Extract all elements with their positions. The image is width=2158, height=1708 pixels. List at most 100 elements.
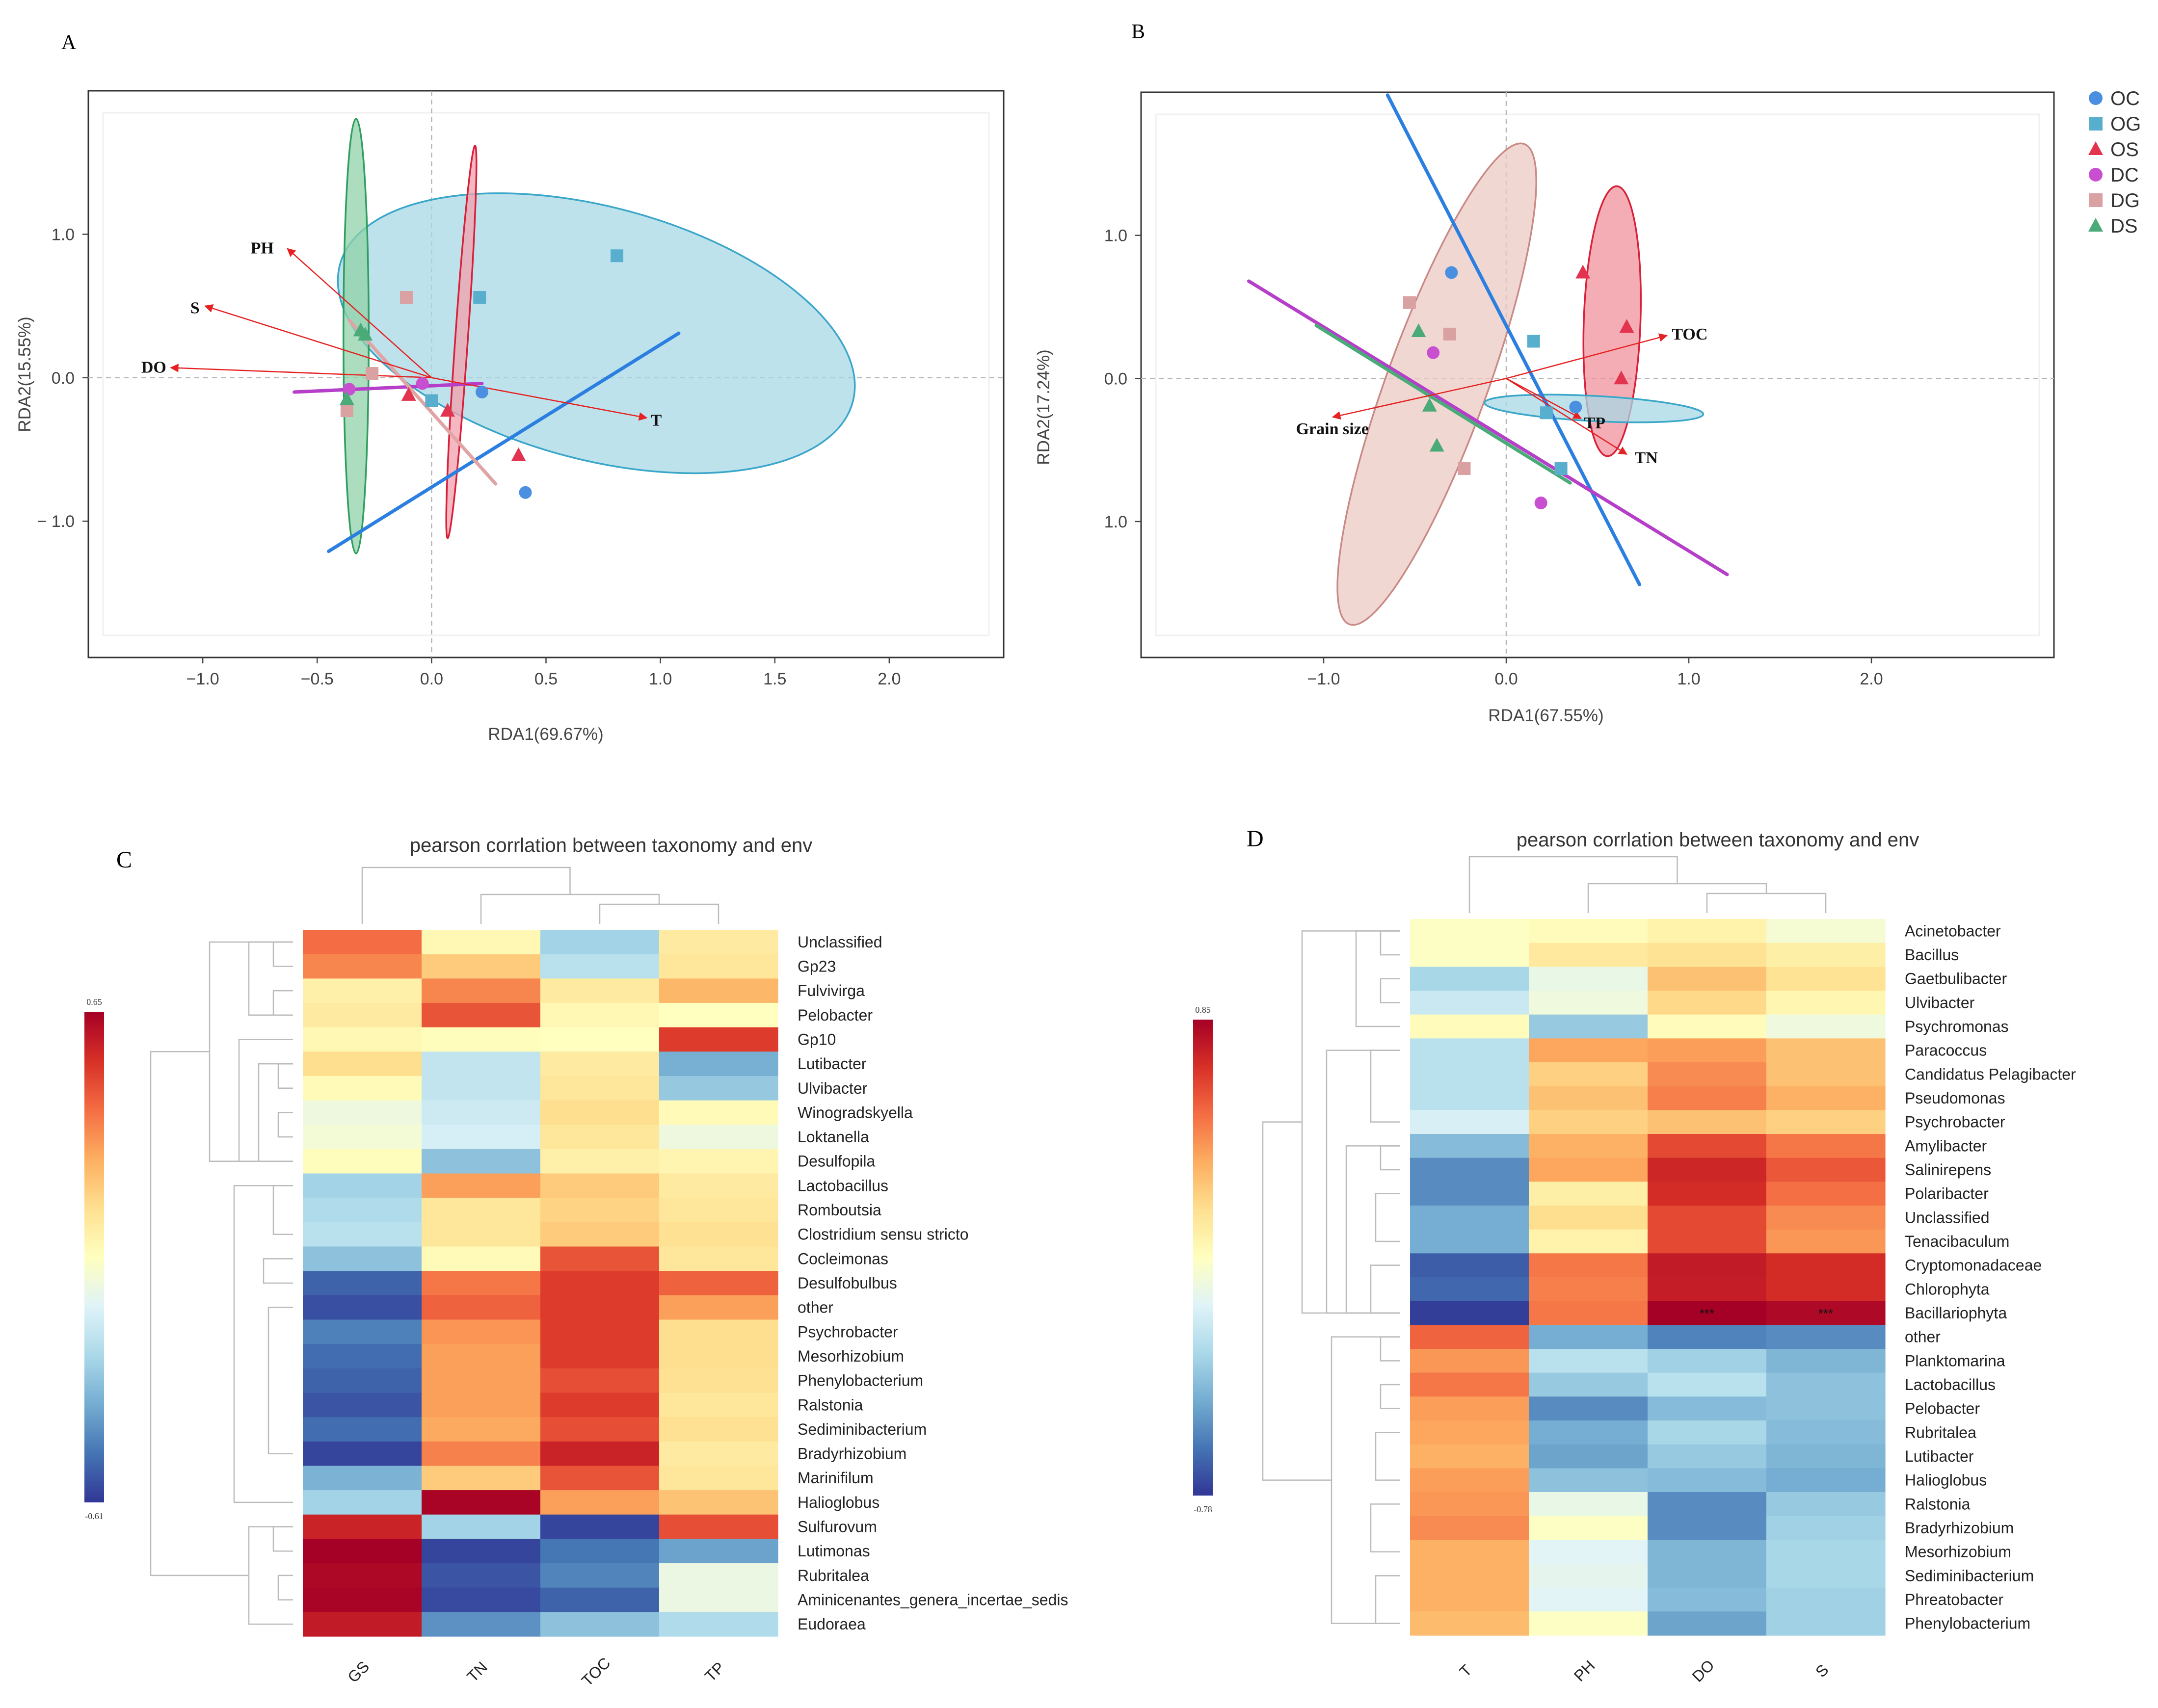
heatmap-cell: [1410, 1157, 1529, 1182]
data-point-os: [1575, 264, 1591, 279]
data-point-og: [425, 394, 438, 407]
heatmap-cell: [422, 1344, 541, 1369]
heatmap-row-label: Paracoccus: [1905, 1042, 1987, 1059]
legend-label: DS: [2110, 215, 2138, 237]
x-tick-label: 0.0: [1494, 670, 1518, 688]
data-point-og: [473, 291, 486, 304]
data-point-oc: [519, 486, 532, 499]
heatmap-cell: [1529, 1206, 1648, 1230]
x-tick-label: −0.5: [301, 670, 334, 688]
data-point-ds: [1422, 397, 1437, 412]
heatmap-cell: [1529, 1157, 1648, 1182]
row-dendrogram-branch: [267, 1307, 293, 1454]
colorbar-max-label: 0.65: [86, 997, 102, 1007]
heatmap-row-label: Cryptomonadaceae: [1905, 1257, 2042, 1274]
heatmap-cell: [1766, 1301, 1886, 1325]
heatmap-cell: [1410, 1444, 1529, 1469]
heatmap-row-label: Fulvivirga: [798, 982, 865, 999]
heatmap-cell: [1766, 1468, 1886, 1493]
y-tick-label: 1.0: [1104, 513, 1127, 531]
heatmap-cell: [1529, 1253, 1648, 1278]
heatmap-cell: [422, 1490, 541, 1515]
heatmap-row-label: Halioglobus: [798, 1494, 879, 1511]
env-arrow-t: [431, 377, 648, 421]
confidence-line-oc: [1385, 93, 1642, 586]
heatmap-cell: [540, 1344, 660, 1369]
legend-label: DC: [2110, 164, 2139, 186]
data-point-dc: [1427, 346, 1440, 359]
heatmap-cell: [422, 1368, 541, 1393]
heatmap-cell: [1648, 1038, 1767, 1063]
heatmap-cell: [303, 1222, 422, 1247]
data-point-oc: [1445, 266, 1458, 279]
row-dendrogram-branch: [277, 1575, 293, 1601]
heatmap-cell: [1529, 1229, 1648, 1254]
heatmap-cell: [659, 1002, 778, 1028]
colorbar: [84, 1012, 104, 1502]
column-dendrogram-branch: [1587, 883, 1767, 913]
heatmap-cell: [422, 1514, 541, 1539]
confidence-ellipse-os: [445, 144, 478, 539]
heatmap-cell: [1410, 991, 1529, 1015]
heatmap-cell: [1529, 1564, 1648, 1588]
x-tick-label: −1.0: [186, 670, 219, 688]
row-dendrogram-branch: [1370, 1503, 1400, 1552]
legend-label: OC: [2110, 88, 2140, 109]
heatmap-cell: [540, 1393, 660, 1418]
env-arrow-ph: [287, 248, 432, 378]
heatmap-col-label: PH: [1571, 1657, 1599, 1685]
heatmap-cell: [659, 1271, 778, 1296]
legend: OC OG OS DC DG DS: [2088, 88, 2141, 237]
heatmap-cell: [303, 1441, 422, 1467]
heatmap-cell: [1529, 1349, 1648, 1373]
heatmap-cell: [1766, 1277, 1886, 1302]
heatmap-cell: [303, 1587, 422, 1612]
heatmap-cell: [1766, 1444, 1886, 1469]
heatmap-cell: [303, 1393, 422, 1418]
heatmap-row-label: Ulvibacter: [798, 1079, 868, 1097]
heatmap-cell: [659, 1514, 778, 1539]
heatmap-cell: [659, 1490, 778, 1515]
heatmap-row-label: Bradyrhizobium: [798, 1445, 906, 1463]
heatmap-cell: [1648, 1611, 1767, 1636]
data-point-ds: [1411, 323, 1426, 338]
row-dendrogram-branch: [1370, 1050, 1400, 1123]
heatmap-row-label: Cocleimonas: [798, 1250, 888, 1267]
heatmap-cell: [1410, 1396, 1529, 1421]
colorbar-min-label: -0.78: [1194, 1504, 1212, 1514]
heatmap-row-label: Unclassified: [1905, 1209, 1990, 1226]
heatmap-row-label: Gaetbulibacter: [1905, 970, 2007, 988]
heatmap-cell: [303, 1027, 422, 1052]
heatmap-cell: [1766, 967, 1886, 991]
heatmap-cell: [1410, 943, 1529, 967]
row-dendrogram-branch: [1326, 1050, 1400, 1314]
y-tick-label: − 1.0: [37, 512, 75, 531]
heatmap-cell: [659, 1393, 778, 1418]
heatmap-row-label: Lutimonas: [798, 1542, 870, 1560]
heatmap-cell: [1648, 967, 1767, 991]
heatmap-row-label: Phenylobacterium: [798, 1372, 923, 1390]
heatmap-cell: [1648, 1134, 1767, 1158]
heatmap-row-label: Phreatobacter: [1905, 1591, 2003, 1608]
heatmap-cell: [1529, 1372, 1648, 1397]
heatmap-cell: [1529, 1540, 1648, 1564]
heatmap-cell: [303, 1198, 422, 1223]
heatmap-cell: [659, 1587, 778, 1612]
heatmap-row-label: Lutibacter: [1905, 1447, 1974, 1465]
env-arrow-label: TN: [1635, 449, 1658, 467]
heatmap-cell: [1648, 991, 1767, 1015]
heatmap-row-label: Halioglobus: [1905, 1472, 1987, 1489]
heatmap-cell: [1410, 1134, 1529, 1158]
heatmap-cell: [659, 1563, 778, 1588]
y-tick-label: 0.0: [52, 369, 75, 388]
heatmap-cell: [540, 1002, 660, 1028]
env-arrow-label: PH: [251, 239, 274, 258]
column-dendrogram-branch: [1706, 893, 1827, 913]
heatmap-cell: [1529, 1444, 1648, 1469]
heatmap-cell: [540, 954, 660, 979]
heatmap-cell: [1648, 1229, 1767, 1254]
heatmap-row-label: other: [1905, 1328, 1941, 1346]
plot-b-xlabel: RDA1(67.55%): [1488, 706, 1603, 725]
heatmap-cell: [1529, 1277, 1648, 1302]
